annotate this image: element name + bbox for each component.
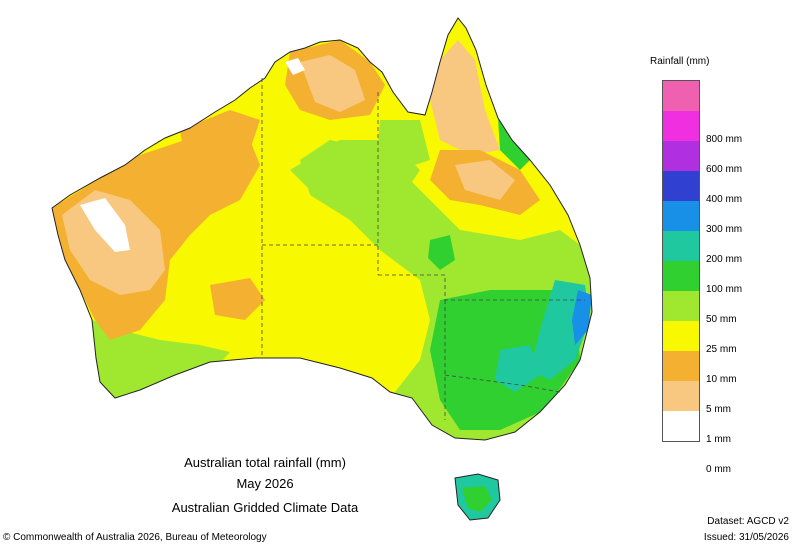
australia-rainfall-field [51,17,593,521]
victoria-teal [495,345,540,392]
issued-date: Issued: 31/05/2026 [703,532,789,543]
map-period: May 2026 [236,476,294,491]
legend-swatch [663,201,699,231]
sa-qld-nsw-border [378,274,585,301]
kimberley-orange [180,110,260,165]
legend-label: 300 mm [706,224,743,235]
legend-label: 0 mm [706,464,731,475]
legend-swatch [663,81,699,111]
legend-swatch [663,261,699,291]
southwest-green-zone [92,320,230,400]
map-title: Australian total rainfall (mm) [184,455,346,470]
cape-york-orange [430,40,500,155]
legend-label: 600 mm [706,164,743,175]
legend-swatch [663,111,699,141]
top-end-light [300,55,365,112]
rainfall-legend: Rainfall (mm) 800 mm 600 mm 400 mm 300 mm 20… [640,50,780,475]
legend-swatch [663,351,699,381]
legend-swatch [663,411,699,441]
central-orange-patch [210,278,265,320]
legend-swatch [663,291,699,321]
top-end-white-patch [285,58,305,75]
gulf-green [378,120,430,170]
nsw-coast-blue [572,290,592,345]
central-green-zone [290,140,420,210]
legend-label: 800 mm [706,134,743,145]
legend-label: 10 mm [706,374,737,385]
legend-swatch [663,171,699,201]
legend-label: 25 mm [706,344,737,355]
legend-label: 1 mm [706,434,731,445]
legend-swatch [663,321,699,351]
tasmania-inner [462,486,492,512]
legend-label: 400 mm [706,194,743,205]
map-subtitle: Australian Gridded Climate Data [171,500,359,515]
wa-dry-white [80,198,130,252]
qld-light-patch [455,160,515,200]
legend-swatch [663,381,699,411]
legend-swatch [663,231,699,261]
inland-green-patch [428,235,455,270]
dataset-text: Dataset: AGCD v2 [707,516,789,527]
copyright-text: © Commonwealth of Australia 2026, Bureau… [3,532,267,543]
mainland-outline [51,17,593,441]
legend-label: 5 mm [706,404,731,415]
legend-label: 50 mm [706,314,737,325]
legend-swatch [663,141,699,171]
legend-title: Rainfall (mm) [650,56,710,67]
legend-color-bar [662,80,700,442]
legend-label: 200 mm [706,254,743,265]
legend-label: 100 mm [706,284,743,295]
state-borders [261,78,585,420]
